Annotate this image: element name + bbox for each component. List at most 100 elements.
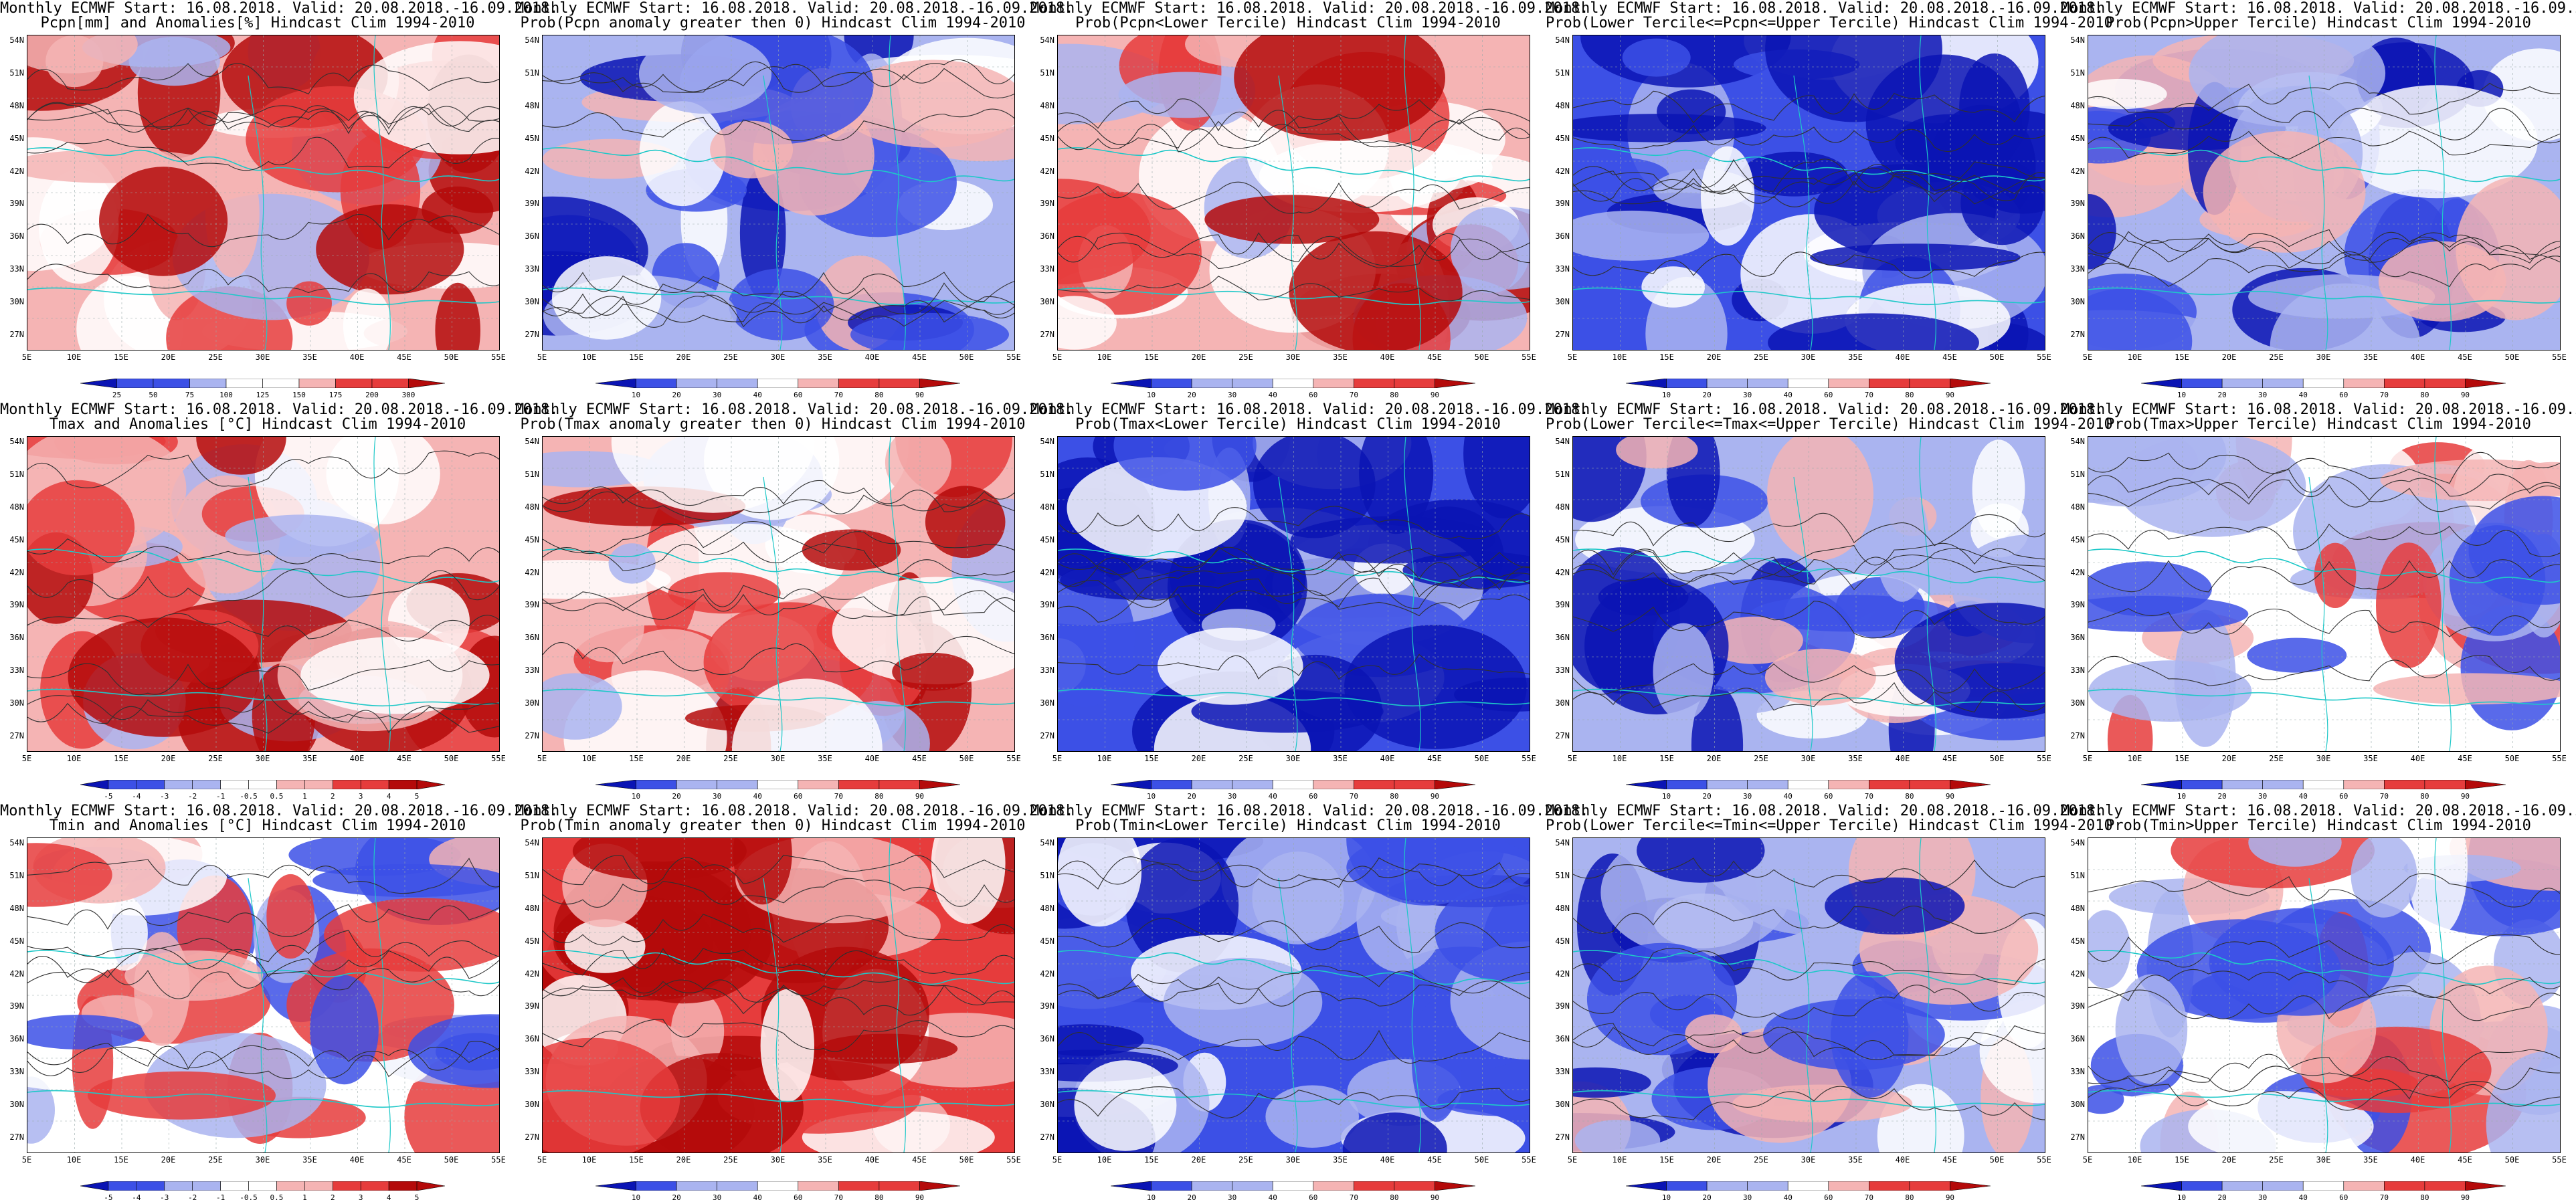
colorbar-tick: 10 [1146,391,1156,399]
colorbar-bin [2343,379,2385,388]
lat-label: 30N [9,297,24,307]
lat-label: 27N [2070,731,2085,740]
coastline [1058,147,1530,183]
coastline [1058,1090,1530,1108]
map-field [1057,35,1530,350]
lat-label: 42N [525,567,539,577]
lat-label: 54N [9,437,24,446]
lat-label: 45N [9,133,24,143]
lon-label: 5E [1052,1155,1063,1165]
contour-line [1573,858,2045,890]
lat-label: 48N [1555,903,1570,913]
contour-line [1058,918,1530,953]
lat-label: 33N [1040,666,1054,676]
colorbar-bin [1666,379,1708,388]
colorbar-tick: -1 [215,792,225,801]
field-blob [2189,35,2386,127]
contour-line [1573,682,2045,713]
colorbar-tick: 30 [2258,391,2268,399]
field-blob [100,896,148,971]
lon-label: 5E [1567,1155,1578,1165]
colorbar-bin [116,379,154,388]
lon-label: 35E [302,1155,317,1165]
lat-label: 48N [9,903,24,913]
lat-label: 45N [1555,534,1570,544]
colorbar-bin [1354,780,1395,789]
lon-label: 15E [2175,754,2189,763]
colorbar-tick: 10 [1661,391,1671,399]
lon-label: 45E [1427,353,1442,362]
contour-line [2088,873,2560,908]
map-svg [1058,35,1530,350]
field-blob [1058,296,1117,350]
lat-label: 36N [9,231,24,241]
lat-label: 36N [1555,633,1570,643]
lat-label: 54N [1555,838,1570,847]
border-line [2434,838,2452,1152]
colorbar-bin [1435,780,1475,789]
lon-label: 10E [1612,1155,1627,1165]
lat-label: 36N [1040,1034,1054,1044]
contour-line [1058,1029,1530,1064]
panel-header: Monthly ECMWF Start: 16.08.2018. Valid: … [1546,0,2104,17]
field-blob [27,1076,55,1144]
coastline [1573,548,2045,584]
colorbar-tick: 0.5 [270,1193,284,1202]
contour-line [27,701,499,734]
contour-line [27,660,499,696]
contour-line [1058,981,1530,1007]
contour-line [27,450,499,488]
colorbar-bin [919,379,960,388]
lon-label: 10E [66,1155,82,1165]
lat-label: 51N [525,68,539,78]
lon-label: 45E [2458,353,2472,362]
lon-label: 35E [302,353,317,362]
map-field [27,837,500,1153]
map-field [542,35,1015,350]
lon-label: 35E [1333,353,1348,362]
colorbar-bin [1313,1181,1354,1191]
lon-label: 30E [2316,1155,2331,1165]
lat-label: 45N [525,133,539,143]
field-blob [27,35,138,74]
colorbar-tick: 20 [1702,792,1712,801]
lon-label: 55E [1522,754,1536,763]
colorbar [1626,379,1991,388]
colorbar-bin [757,780,799,789]
lat-label: 33N [2070,264,2085,274]
lon-label: 40E [1895,353,1910,362]
colorbar-tick: 60 [1824,391,1833,399]
lon-label: 30E [1285,353,1301,362]
field-blob [1825,877,1965,935]
lat-label: 45N [1040,936,1054,946]
contour-line [1058,118,1530,153]
colorbar-bin [80,1181,109,1191]
colorbar-bin [1706,379,1748,388]
field-blob [2115,974,2188,1084]
field-blob [1259,139,1461,213]
colorbar-bin [80,379,117,388]
colorbar-tick: 80 [1390,391,1399,399]
field-blob [1437,1084,1530,1116]
field-blob [1158,627,1303,705]
field-blob [266,874,315,959]
colorbar-tick: 10 [2177,391,2187,399]
colorbar-tick: 90 [1430,391,1440,399]
field-blob [286,281,332,326]
lon-label: 10E [581,1155,597,1165]
lat-label: 54N [2070,35,2085,45]
contour-line [27,568,499,602]
colorbar-bin [838,379,880,388]
lon-label: 55E [2552,1155,2567,1165]
contour-line [543,491,1014,521]
border-line [373,35,391,350]
map-panel: Monthly ECMWF Start: 16.08.2018. Valid: … [1546,401,2113,803]
colorbar-tick: -3 [160,792,169,801]
lon-label: 5E [21,353,32,362]
lon-label: 15E [1144,754,1159,763]
contour-line [1573,1086,2045,1120]
border-line [2308,878,2328,1152]
lat-label: 51N [2070,68,2085,78]
lon-label: 25E [1754,353,1768,362]
lon-label: 55E [2552,754,2567,763]
